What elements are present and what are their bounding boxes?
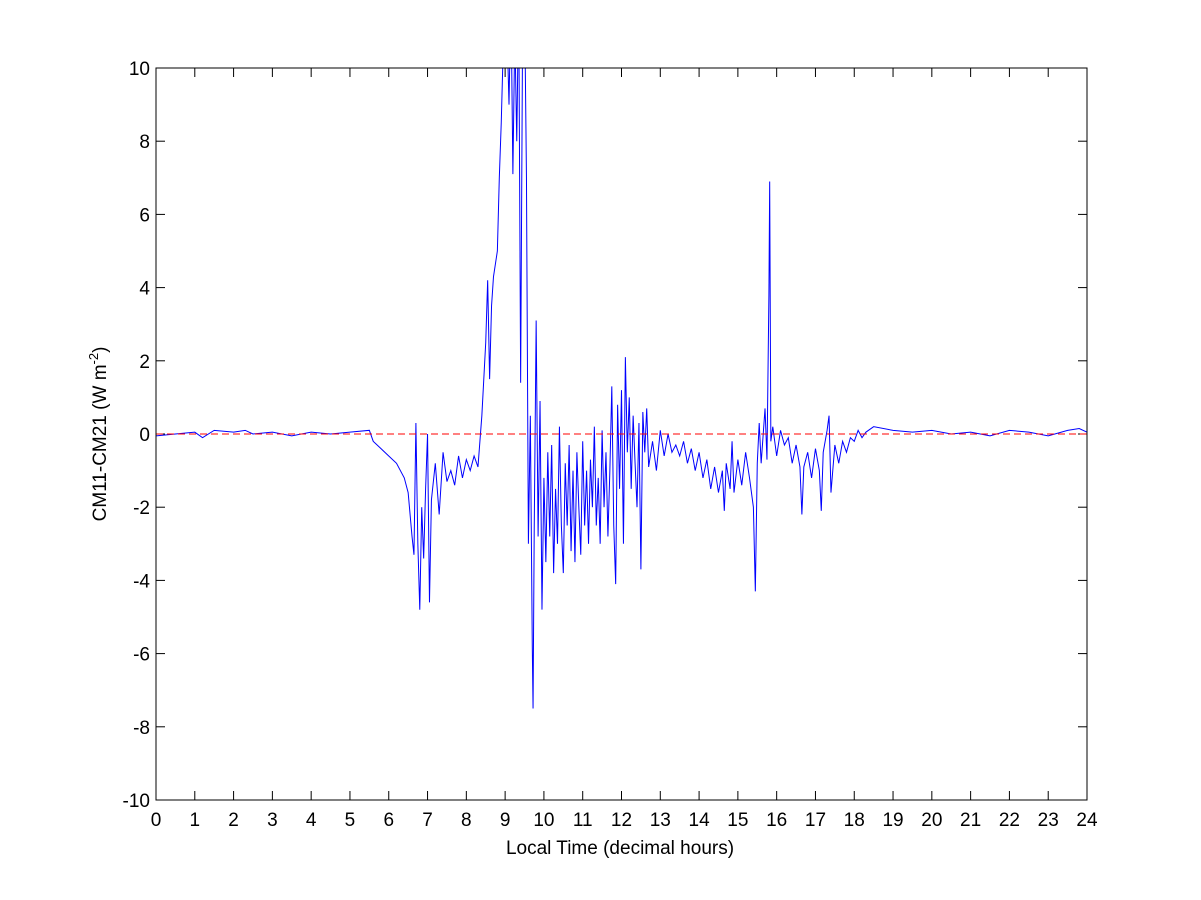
x-tick-label: 14	[689, 810, 711, 831]
plot-area	[156, 68, 1087, 709]
x-axis-label: Local Time (decimal hours)	[506, 838, 734, 859]
x-tick-label: 9	[500, 810, 511, 831]
x-tick-label: 20	[921, 810, 942, 831]
y-axis-label-superscript: -2	[86, 353, 101, 365]
x-tick-label: 18	[844, 810, 865, 831]
x-tick-label: 16	[766, 810, 787, 831]
y-axis-label-text: CM11-CM21 (W m	[90, 364, 111, 521]
y-axis-label: CM11-CM21 (W m-2)	[86, 347, 111, 522]
plot-frame	[155, 67, 1088, 801]
y-tick-label: -4	[133, 571, 150, 592]
y-tick-label: 2	[139, 352, 150, 373]
y-tick-label: 4	[139, 279, 150, 300]
x-tick-label: 7	[422, 810, 433, 831]
x-tick-label: 10	[533, 810, 554, 831]
y-tick-label: -6	[133, 645, 150, 666]
x-tick-label: 3	[267, 810, 278, 831]
data-line	[156, 68, 1087, 709]
x-tick-label: 2	[228, 810, 239, 831]
y-tick-label: -10	[123, 791, 150, 812]
y-axis-label-suffix: )	[90, 347, 111, 353]
x-tick-label: 1	[190, 810, 201, 831]
x-tick-label: 24	[1076, 810, 1098, 831]
y-tick-label: 6	[139, 205, 150, 226]
x-tick-label: 5	[345, 810, 356, 831]
x-tick-label: 21	[960, 810, 981, 831]
x-tick-label: 12	[611, 810, 632, 831]
y-tick-label: -2	[133, 498, 150, 519]
x-tick-label: 8	[461, 810, 472, 831]
x-tick-label: 22	[999, 810, 1020, 831]
x-tick-label: 23	[1038, 810, 1059, 831]
x-tick-label: 0	[151, 810, 162, 831]
y-tick-label: 0	[139, 425, 150, 446]
x-tick-label: 6	[383, 810, 394, 831]
x-tick-label: 17	[805, 810, 826, 831]
y-tick-label: 10	[129, 59, 150, 80]
x-tick-label: 13	[650, 810, 671, 831]
x-tick-label: 4	[306, 810, 317, 831]
y-tick-label: 8	[139, 132, 150, 153]
y-tick-label: -8	[133, 718, 150, 739]
x-tick-label: 15	[727, 810, 748, 831]
x-tick-label: 19	[882, 810, 903, 831]
x-tick-label: 11	[573, 810, 593, 831]
